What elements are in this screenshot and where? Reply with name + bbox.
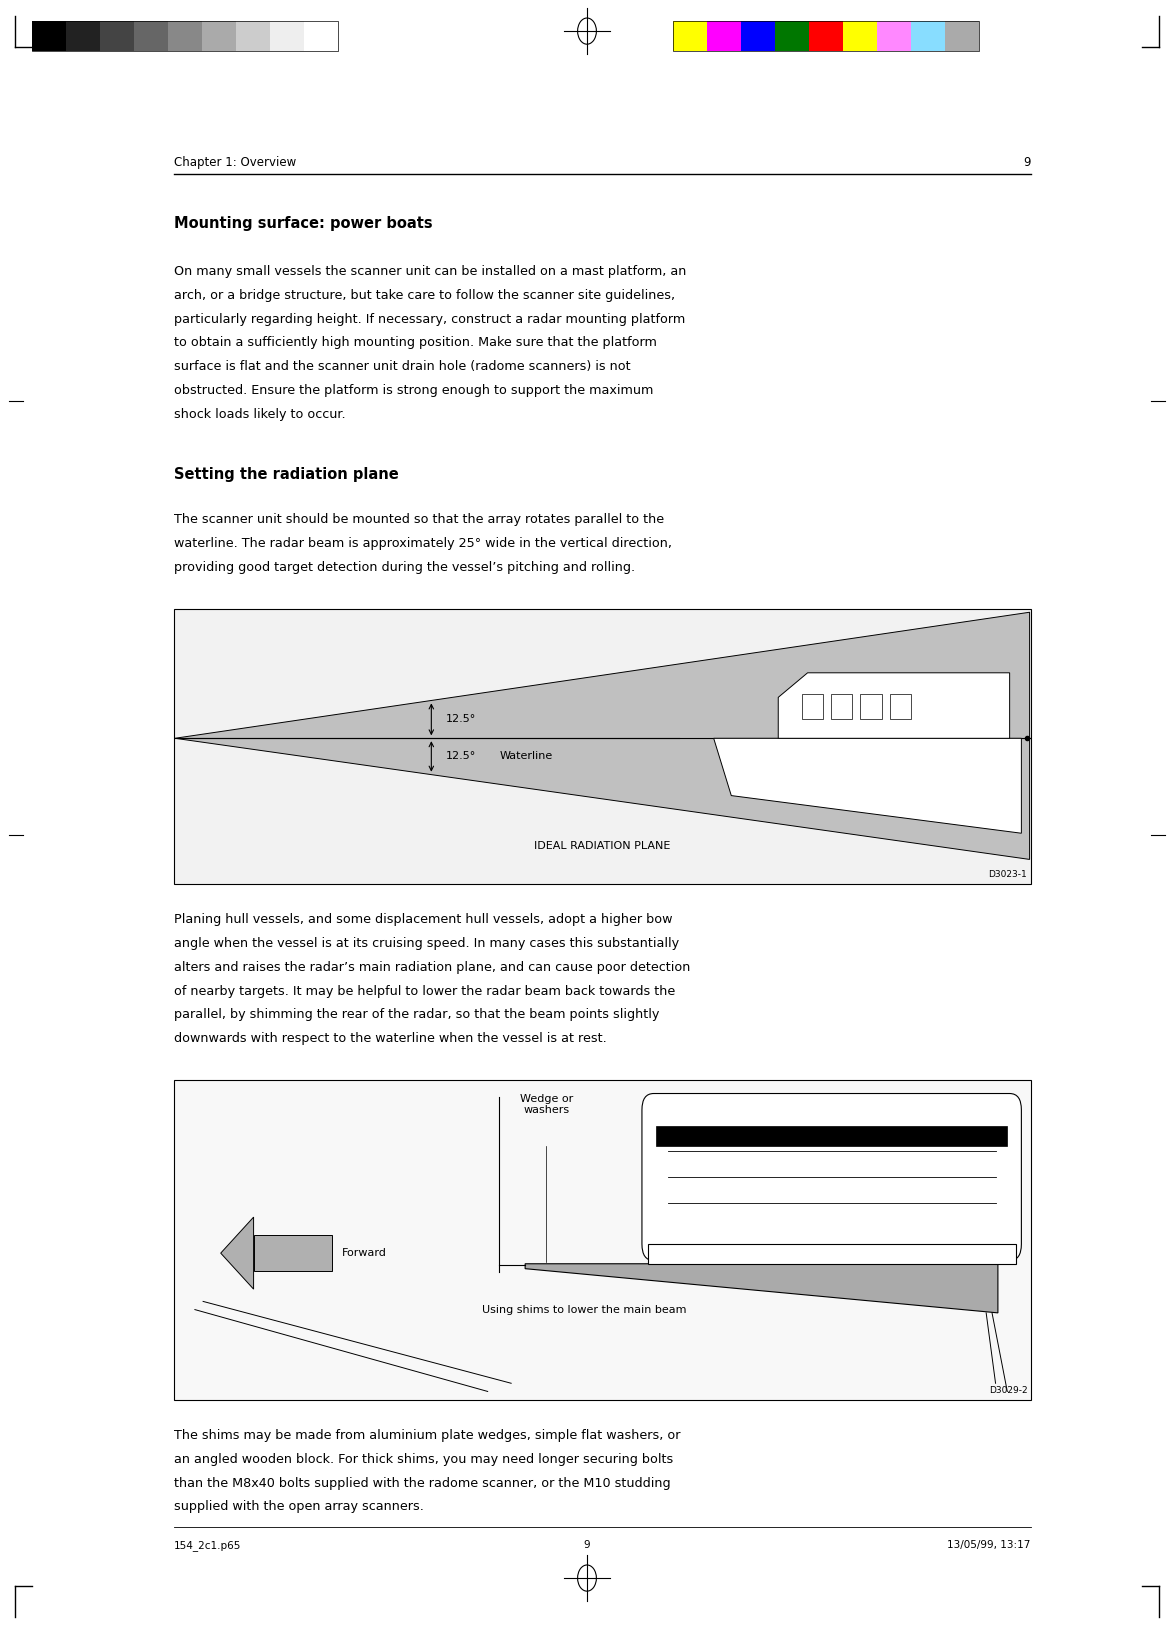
Text: obstructed. Ensure the platform is strong enough to support the maximum: obstructed. Ensure the platform is stron… bbox=[174, 385, 653, 396]
Bar bbox=[802, 694, 823, 719]
Text: Forward: Forward bbox=[342, 1247, 386, 1259]
Text: waterline. The radar beam is approximately 25° wide in the vertical direction,: waterline. The radar beam is approximate… bbox=[174, 537, 672, 550]
Text: downwards with respect to the waterline when the vessel is at rest.: downwards with respect to the waterline … bbox=[174, 1033, 607, 1044]
Bar bbox=[741, 21, 775, 51]
Text: 12.5°: 12.5° bbox=[445, 714, 475, 725]
Text: On many small vessels the scanner unit can be installed on a mast platform, an: On many small vessels the scanner unit c… bbox=[174, 265, 686, 278]
Text: 12.5°: 12.5° bbox=[445, 751, 475, 761]
Bar bbox=[877, 21, 911, 51]
Text: Chapter 1: Overview: Chapter 1: Overview bbox=[174, 156, 296, 169]
Text: Wedge or
washers: Wedge or washers bbox=[520, 1094, 573, 1115]
Text: Mounting surface: power boats: Mounting surface: power boats bbox=[174, 216, 432, 231]
Bar bbox=[648, 1244, 1016, 1264]
Bar bbox=[32, 21, 338, 51]
Bar bbox=[831, 694, 852, 719]
Text: angle when the vessel is at its cruising speed. In many cases this substantially: angle when the vessel is at its cruising… bbox=[174, 938, 679, 949]
Text: 154_2c1.p65: 154_2c1.p65 bbox=[174, 1540, 241, 1552]
Bar bbox=[254, 1236, 332, 1272]
Bar bbox=[270, 21, 304, 51]
Polygon shape bbox=[175, 612, 1030, 859]
Text: 9: 9 bbox=[583, 1540, 591, 1550]
Text: surface is flat and the scanner unit drain hole (radome scanners) is not: surface is flat and the scanner unit dra… bbox=[174, 360, 630, 373]
Text: IDEAL RADIATION PLANE: IDEAL RADIATION PLANE bbox=[534, 841, 670, 851]
Text: Waterline: Waterline bbox=[499, 751, 553, 761]
Bar bbox=[945, 21, 979, 51]
Bar bbox=[168, 21, 202, 51]
Text: than the M8x40 bolts supplied with the radome scanner, or the M10 studding: than the M8x40 bolts supplied with the r… bbox=[174, 1477, 670, 1490]
Text: D3029-2: D3029-2 bbox=[989, 1387, 1027, 1395]
Bar bbox=[673, 21, 707, 51]
Bar bbox=[100, 21, 134, 51]
Text: parallel, by shimming the rear of the radar, so that the beam points slightly: parallel, by shimming the rear of the ra… bbox=[174, 1008, 659, 1021]
Bar bbox=[134, 21, 168, 51]
Text: shock loads likely to occur.: shock loads likely to occur. bbox=[174, 408, 345, 421]
Text: an angled wooden block. For thick shims, you may need longer securing bolts: an angled wooden block. For thick shims,… bbox=[174, 1454, 673, 1465]
Bar bbox=[809, 21, 843, 51]
Bar bbox=[707, 21, 741, 51]
Text: 13/05/99, 13:17: 13/05/99, 13:17 bbox=[947, 1540, 1031, 1550]
Polygon shape bbox=[778, 673, 1010, 738]
Bar bbox=[174, 1080, 1031, 1400]
Text: D3023-1: D3023-1 bbox=[989, 871, 1027, 879]
Bar bbox=[673, 21, 979, 51]
Text: particularly regarding height. If necessary, construct a radar mounting platform: particularly regarding height. If necess… bbox=[174, 313, 684, 326]
Text: Setting the radiation plane: Setting the radiation plane bbox=[174, 468, 398, 483]
Text: supplied with the open array scanners.: supplied with the open array scanners. bbox=[174, 1501, 424, 1513]
Bar bbox=[66, 21, 100, 51]
Bar bbox=[861, 694, 882, 719]
Bar bbox=[202, 21, 236, 51]
Text: to obtain a sufficiently high mounting position. Make sure that the platform: to obtain a sufficiently high mounting p… bbox=[174, 337, 656, 349]
Polygon shape bbox=[714, 738, 1021, 833]
FancyBboxPatch shape bbox=[642, 1094, 1021, 1260]
Text: 9: 9 bbox=[1024, 156, 1031, 169]
Text: providing good target detection during the vessel’s pitching and rolling.: providing good target detection during t… bbox=[174, 560, 635, 573]
Bar bbox=[775, 21, 809, 51]
Bar bbox=[174, 609, 1031, 884]
Text: of nearby targets. It may be helpful to lower the radar beam back towards the: of nearby targets. It may be helpful to … bbox=[174, 985, 675, 997]
Text: arch, or a bridge structure, but take care to follow the scanner site guidelines: arch, or a bridge structure, but take ca… bbox=[174, 288, 675, 301]
Text: alters and raises the radar’s main radiation plane, and can cause poor detection: alters and raises the radar’s main radia… bbox=[174, 961, 690, 974]
Polygon shape bbox=[525, 1264, 998, 1313]
Bar bbox=[304, 21, 338, 51]
Polygon shape bbox=[221, 1218, 254, 1290]
Text: The scanner unit should be mounted so that the array rotates parallel to the: The scanner unit should be mounted so th… bbox=[174, 514, 663, 525]
Bar bbox=[890, 694, 911, 719]
Text: Planing hull vessels, and some displacement hull vessels, adopt a higher bow: Planing hull vessels, and some displacem… bbox=[174, 913, 673, 927]
Bar bbox=[32, 21, 66, 51]
Bar bbox=[236, 21, 270, 51]
Bar bbox=[656, 1126, 1007, 1146]
Bar bbox=[911, 21, 945, 51]
Text: The shims may be made from aluminium plate wedges, simple flat washers, or: The shims may be made from aluminium pla… bbox=[174, 1429, 680, 1442]
Bar bbox=[843, 21, 877, 51]
Text: Using shims to lower the main beam: Using shims to lower the main beam bbox=[483, 1305, 687, 1315]
